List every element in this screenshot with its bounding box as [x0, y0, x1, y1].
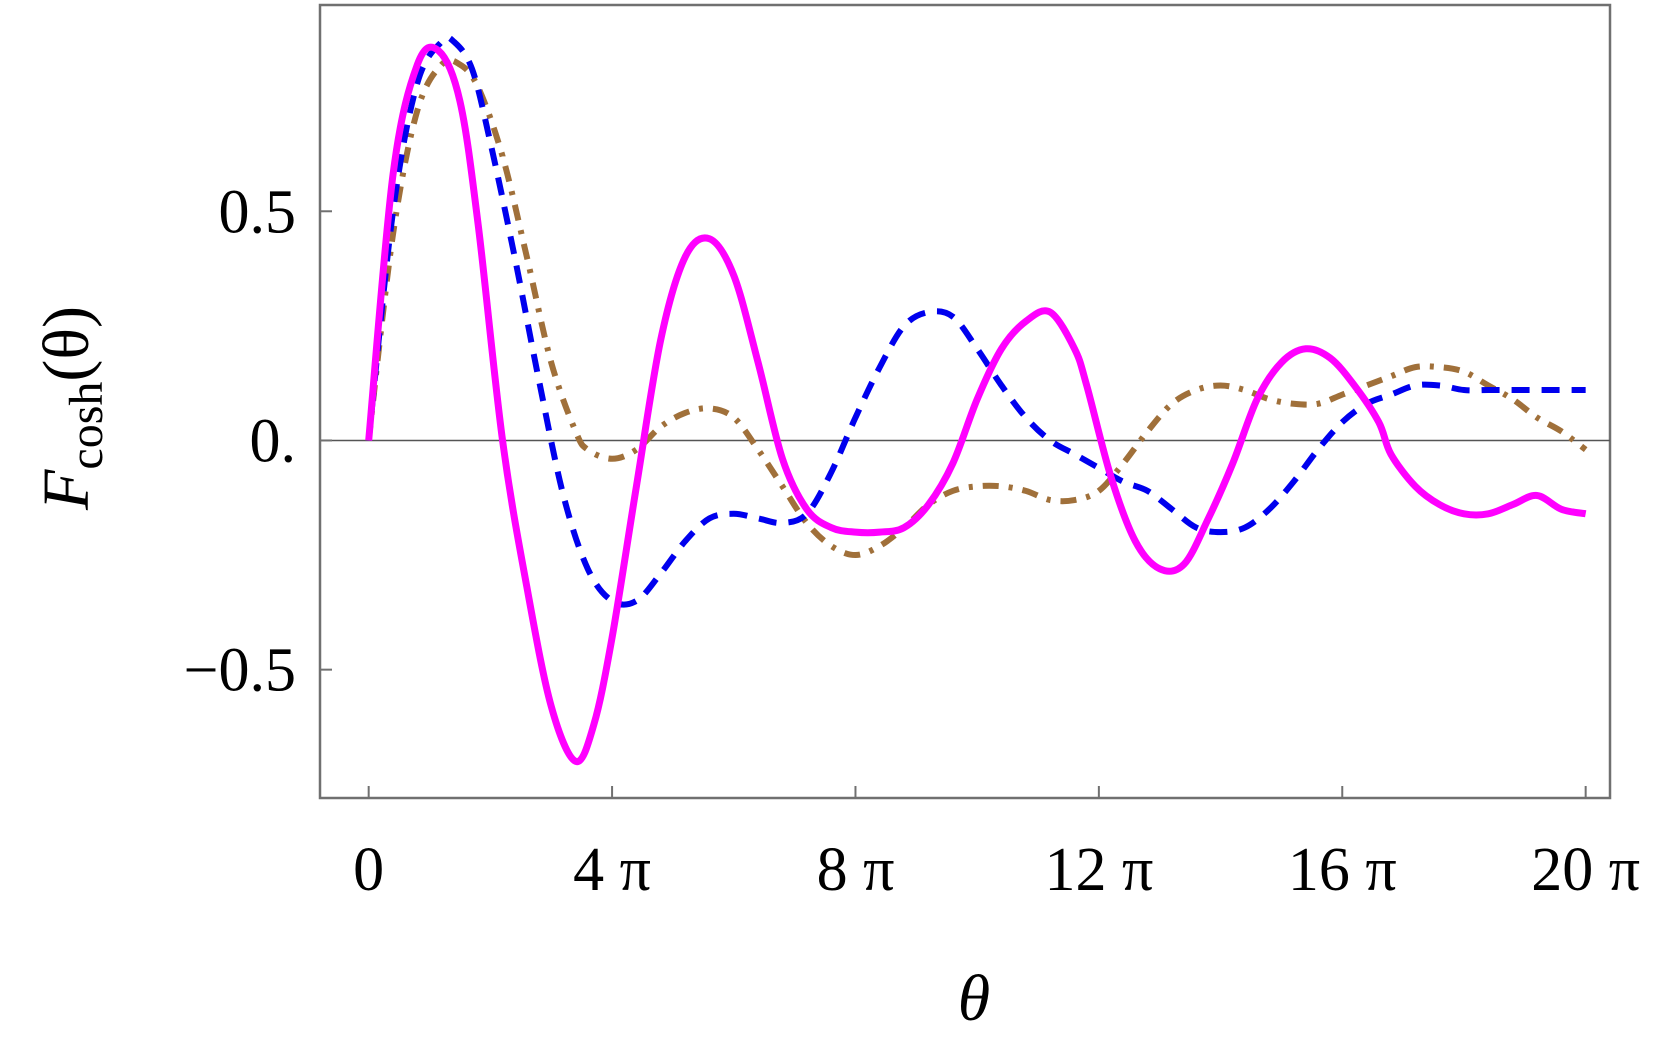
x-tick-label: 12 π — [1044, 836, 1153, 904]
series-line-solid — [365, 43, 1587, 765]
y-axis-label-arg: (θ) — [30, 306, 103, 382]
y-axis-label-main: F — [30, 469, 103, 511]
series-line-dashed — [365, 34, 1586, 608]
y-axis-label-group: Fcosh(θ) — [30, 306, 113, 511]
x-tick-label: 16 π — [1288, 836, 1397, 904]
y-tick-label: 0. — [250, 407, 297, 475]
y-axis-label: Fcosh(θ) — [30, 306, 113, 511]
plot-frame — [318, 3, 1612, 800]
x-tick-label: 8 π — [817, 836, 895, 904]
x-axis-label: θ — [958, 962, 990, 1035]
y-tick-label: −0.5 — [184, 637, 296, 705]
x-axis-ticks: 0 4 π 8 π 12 π 16 π 20 π — [353, 786, 1640, 904]
y-tick-label: 0.5 — [219, 178, 297, 246]
series-line-dashdot — [365, 57, 1588, 559]
y-axis-ticks: 0.5 0. −0.5 — [184, 178, 332, 705]
x-tick-label: 4 π — [573, 836, 651, 904]
series-layer — [365, 34, 1588, 765]
x-tick-label: 0 — [353, 836, 384, 904]
x-tick-label: 20 π — [1531, 836, 1640, 904]
y-axis-label-sub: cosh — [60, 382, 113, 470]
plot-border — [318, 3, 1612, 800]
